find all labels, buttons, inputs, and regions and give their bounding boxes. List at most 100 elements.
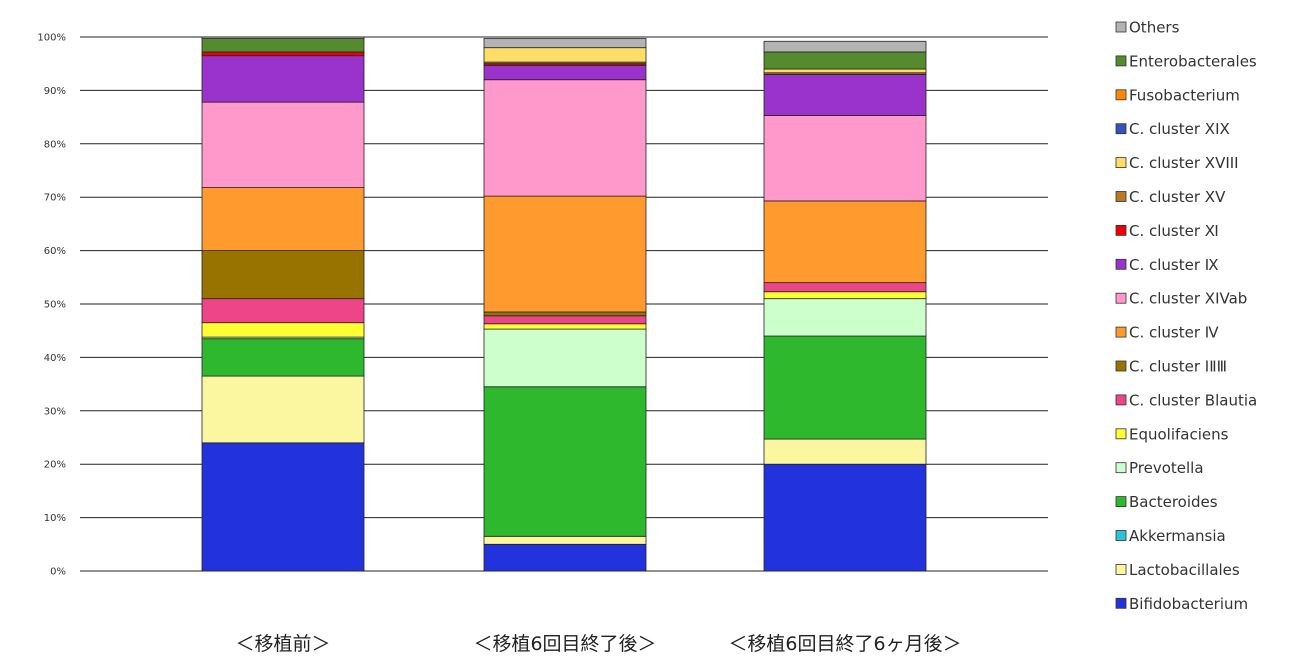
bar-segment — [201, 250, 365, 300]
bar-segment — [763, 335, 927, 440]
y-tick-label: 10% — [44, 513, 66, 524]
legend-swatch — [1115, 191, 1127, 202]
y-tick-label: 50% — [44, 300, 66, 311]
bar-segment — [201, 298, 365, 324]
bar-segment — [483, 311, 647, 317]
legend-item: C. cluster XIVab — [1115, 290, 1247, 308]
bar-segment — [763, 438, 927, 465]
legend-item: Bifidobacterium — [1115, 595, 1248, 613]
legend: Others Enterobacterales Fusobacterium C. cl… — [1115, 19, 1257, 613]
legend-item: C. cluster ⅠⅡⅢ — [1115, 358, 1227, 376]
legend-swatch — [1115, 428, 1127, 440]
legend-label: Enterobacterales — [1129, 52, 1257, 70]
y-tick-label: 0% — [50, 567, 66, 578]
legend-label: C. cluster ⅠⅡⅢ — [1129, 358, 1227, 376]
legend-swatch — [1115, 21, 1127, 33]
legend-label: Bifidobacterium — [1129, 595, 1248, 613]
legend-label: Prevotella — [1129, 459, 1204, 477]
legend-label: C. cluster XVIII — [1129, 154, 1239, 172]
y-tick-label: 40% — [44, 353, 66, 364]
bar-segment — [763, 51, 927, 70]
bar-segment — [483, 79, 647, 197]
y-tick-label: 30% — [44, 406, 66, 417]
bar-segment — [763, 200, 927, 284]
legend-item: Lactobacillales — [1115, 561, 1240, 579]
legend-swatch — [1115, 292, 1127, 304]
bar-segment — [763, 463, 927, 572]
legend-item: C. cluster XV — [1115, 188, 1226, 206]
legend-item: Prevotella — [1115, 459, 1204, 477]
legend-label: Bacteroides — [1129, 493, 1218, 511]
y-tick-label: 90% — [44, 86, 66, 97]
legend-swatch — [1115, 123, 1127, 135]
bar-segment — [483, 315, 647, 325]
bar-segment — [483, 47, 647, 63]
legend-label: Equolifaciens — [1129, 425, 1229, 443]
legend-swatch — [1115, 597, 1127, 609]
legend-item: Bacteroides — [1115, 493, 1218, 511]
legend-swatch — [1115, 564, 1127, 575]
legend-item: C. cluster XIX — [1115, 120, 1230, 138]
legend-swatch — [1115, 89, 1127, 101]
y-tick-label: 60% — [44, 246, 66, 257]
bar-segment — [763, 115, 927, 202]
legend-swatch — [1115, 360, 1127, 372]
legend-label: Fusobacterium — [1129, 86, 1240, 104]
bar-segment — [201, 38, 365, 53]
x-category-label: ＜移植6回目終了6ヶ月後＞ — [728, 633, 961, 655]
legend-swatch — [1115, 224, 1127, 236]
legend-swatch — [1115, 462, 1127, 474]
bar-segment — [201, 55, 365, 103]
bar-segment — [201, 36, 365, 40]
x-category-label: ＜移植6回目終了後＞ — [473, 633, 656, 655]
bar-segment — [763, 40, 927, 53]
legend-item: Enterobacterales — [1115, 52, 1257, 70]
legend-swatch — [1115, 55, 1127, 67]
legend-label: Lactobacillales — [1129, 561, 1240, 579]
legend-swatch — [1115, 258, 1127, 270]
bar-segment — [763, 291, 927, 300]
bar-segment — [483, 543, 647, 572]
x-axis-category-labels: ＜移植前＞ ＜移植6回目終了後＞ ＜移植6回目終了6ヶ月後＞ — [235, 633, 961, 655]
bar-segment — [763, 73, 927, 116]
y-tick-label: 20% — [44, 460, 66, 471]
bar-segment — [763, 282, 927, 293]
bar-segment — [483, 64, 647, 81]
bar-segment — [483, 535, 647, 545]
bar-segment — [201, 322, 365, 338]
legend-item: C. cluster Ⅺ — [1115, 222, 1219, 240]
legend-item: Akkermansia — [1115, 527, 1226, 545]
legend-label: C. cluster Ⅳ — [1129, 324, 1219, 342]
legend-item: Fusobacterium — [1115, 86, 1240, 104]
bar-segment — [483, 195, 647, 313]
bar-segment — [483, 38, 647, 49]
bar-segment — [201, 101, 365, 188]
x-category-label: ＜移植前＞ — [235, 633, 330, 655]
y-tick-label: 80% — [44, 139, 66, 150]
bar-segment — [201, 375, 365, 444]
bar-stack — [483, 38, 647, 572]
bar-segment — [483, 386, 647, 537]
bar-segment — [201, 338, 365, 377]
bar-segment — [483, 323, 647, 330]
legend-item: C. cluster Blautia — [1115, 391, 1257, 409]
legend-swatch — [1115, 326, 1127, 338]
legend-label: Others — [1129, 19, 1180, 37]
legend-label: C. cluster XIX — [1129, 120, 1230, 138]
bar-segment — [201, 51, 365, 57]
bars — [201, 36, 927, 572]
bar-segment — [763, 298, 927, 337]
legend-swatch — [1115, 530, 1127, 541]
bar-stack — [201, 36, 365, 572]
legend-item: C. cluster XVIII — [1115, 154, 1239, 172]
legend-item: Equolifaciens — [1115, 425, 1229, 443]
y-axis-tick-labels: 0% 10% 20% 30% 40% 50% 60% 70% 80% 90% 100% — [37, 33, 66, 578]
legend-label: Akkermansia — [1129, 527, 1226, 545]
bar-stack — [763, 40, 927, 572]
bar-segment — [201, 187, 365, 251]
legend-swatch — [1115, 157, 1127, 169]
legend-swatch — [1115, 496, 1127, 508]
legend-swatch — [1115, 394, 1127, 406]
legend-item: C. cluster Ⅳ — [1115, 324, 1219, 342]
legend-label: C. cluster XV — [1129, 188, 1226, 206]
